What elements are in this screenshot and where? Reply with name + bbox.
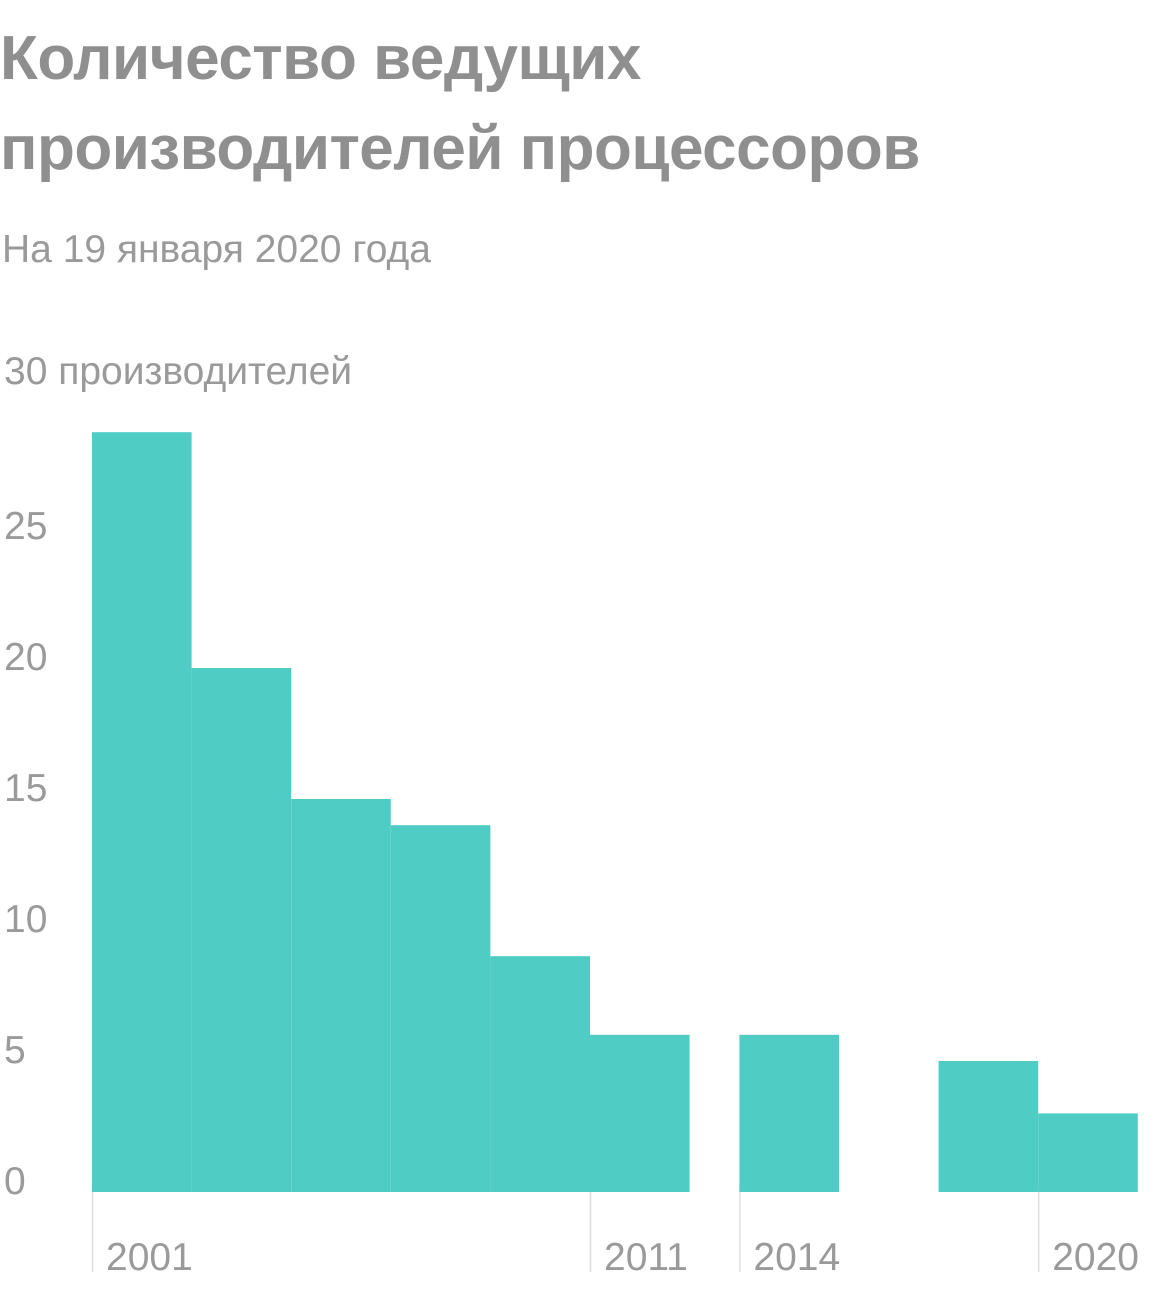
- x-tick-label-2001: 2001: [106, 1236, 193, 1279]
- y-tick-label-25: 25: [4, 505, 47, 548]
- bar-2001: [92, 432, 192, 1192]
- bar-2020: [1038, 1113, 1138, 1192]
- y-unit-label: производителей: [58, 350, 352, 393]
- bar-2018: [938, 1061, 1039, 1192]
- y-tick-label-5: 5: [4, 1029, 26, 1072]
- y-tick-label-20: 20: [4, 636, 47, 679]
- x-tick-label-2011: 2011: [604, 1236, 688, 1279]
- chart-title: Количество ведущих производителей процес…: [0, 24, 920, 183]
- x-tick-label-2014: 2014: [753, 1236, 840, 1279]
- y-tick-label-30: 30 производителей: [4, 350, 352, 393]
- y-tick-label-15: 15: [4, 767, 47, 810]
- bar-2011: [590, 1034, 690, 1192]
- y-tick-label-10: 10: [4, 898, 47, 941]
- bar-2005: [291, 799, 391, 1192]
- chart-subtitle: На 19 января 2020 года: [2, 228, 431, 271]
- x-tick-label-2020: 2020: [1052, 1236, 1139, 1279]
- bar-2009: [490, 956, 590, 1192]
- bar-2007: [390, 825, 491, 1192]
- bar-2014: [739, 1034, 839, 1192]
- y-tick-label-0: 0: [4, 1160, 26, 1203]
- bar-2003: [191, 668, 292, 1192]
